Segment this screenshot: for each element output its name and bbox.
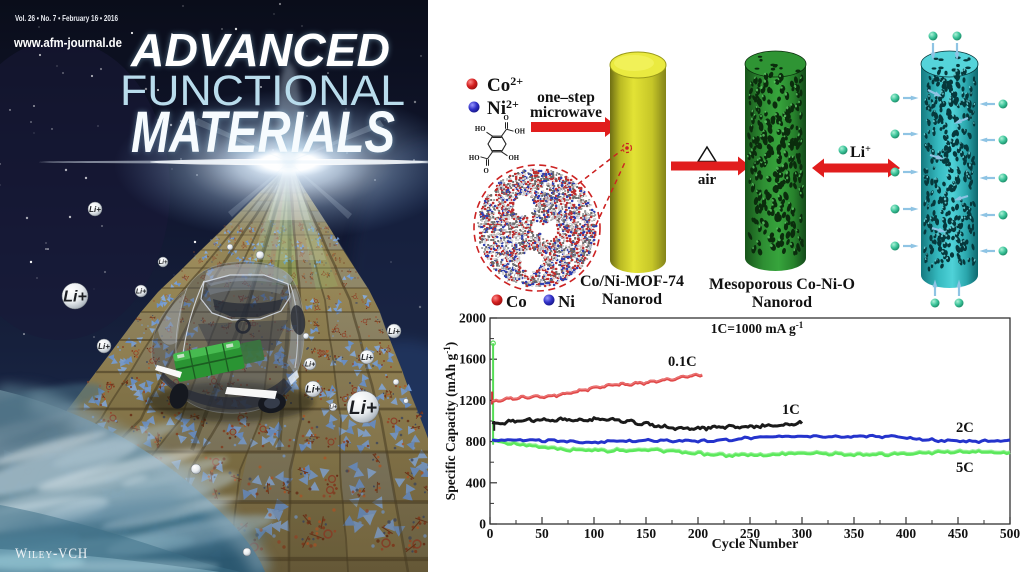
svg-text:MATERIALS: MATERIALS (131, 100, 395, 165)
svg-text:800: 800 (466, 434, 487, 449)
svg-text:Co: Co (506, 292, 527, 311)
svg-text:Li+: Li+ (136, 289, 146, 296)
svg-text:1200: 1200 (459, 393, 486, 408)
svg-text:50: 50 (535, 526, 549, 541)
svg-text:Li+: Li+ (329, 405, 336, 411)
svg-text:Li+: Li+ (361, 353, 373, 362)
svg-text:2C: 2C (956, 420, 974, 436)
svg-text:Li+: Li+ (349, 398, 377, 419)
svg-text:2000: 2000 (459, 311, 486, 326)
svg-text:1C: 1C (782, 402, 800, 418)
svg-text:Li+: Li+ (89, 205, 101, 214)
svg-text:Wiley-VCH: Wiley-VCH (15, 546, 88, 562)
svg-text:O: O (504, 115, 509, 122)
svg-text:ADVANCED: ADVANCED (130, 24, 390, 76)
svg-text:OH: OH (509, 155, 520, 162)
svg-text:microwave: microwave (530, 104, 602, 121)
svg-text:Specific Capacity (mAh g-1): Specific Capacity (mAh g-1) (442, 342, 458, 501)
svg-text:0: 0 (479, 517, 486, 532)
svg-text:O: O (484, 168, 489, 175)
svg-text:one–step: one–step (537, 89, 595, 106)
svg-text:350: 350 (844, 526, 865, 541)
svg-text:500: 500 (1000, 526, 1021, 541)
svg-text:400: 400 (466, 475, 487, 490)
svg-text:150: 150 (636, 526, 657, 541)
svg-text:OH: OH (515, 129, 526, 136)
svg-text:HO: HO (469, 155, 480, 162)
svg-text:300: 300 (792, 526, 813, 541)
svg-text:1600: 1600 (459, 352, 486, 367)
svg-text:Cycle Number: Cycle Number (712, 537, 799, 552)
svg-text:1C=1000 mA g-1: 1C=1000 mA g-1 (711, 320, 804, 336)
svg-text:MATERIALS: MATERIALS (131, 100, 395, 165)
svg-text:Li+: Li+ (159, 260, 168, 266)
svg-text:Ni: Ni (558, 292, 575, 311)
svg-text:Vol. 26 • No. 7 • February 16: Vol. 26 • No. 7 • February 16 • 2016 (15, 14, 119, 23)
svg-text:FUNCTIONAL: FUNCTIONAL (120, 67, 405, 115)
svg-text:450: 450 (948, 526, 969, 541)
svg-text:Nanorod: Nanorod (602, 291, 662, 308)
svg-text:Co/Ni-MOF-74: Co/Ni-MOF-74 (580, 273, 684, 290)
svg-text:air: air (698, 172, 717, 188)
svg-text:Li+: Li+ (63, 289, 87, 306)
svg-text:Li+: Li+ (388, 327, 400, 336)
svg-text:0: 0 (487, 526, 494, 541)
svg-text:0.1C: 0.1C (668, 354, 697, 370)
svg-text:400: 400 (896, 526, 917, 541)
svg-text:5C: 5C (956, 460, 974, 476)
svg-text:Li+: Li+ (98, 342, 110, 351)
svg-text:Li+: Li+ (305, 362, 315, 369)
svg-text:HO: HO (475, 126, 486, 133)
svg-text:100: 100 (584, 526, 605, 541)
svg-text:Ni2+: Ni2+ (487, 97, 519, 119)
svg-text:ADVANCED: ADVANCED (130, 24, 390, 76)
svg-text:www.afm-journal.de: www.afm-journal.de (13, 35, 122, 50)
svg-text:Nanorod: Nanorod (752, 294, 812, 311)
svg-text:250: 250 (740, 526, 761, 541)
svg-text:200: 200 (688, 526, 709, 541)
svg-text:Li+: Li+ (306, 384, 321, 395)
svg-text:Mesoporous Co-Ni-O: Mesoporous Co-Ni-O (709, 276, 855, 293)
